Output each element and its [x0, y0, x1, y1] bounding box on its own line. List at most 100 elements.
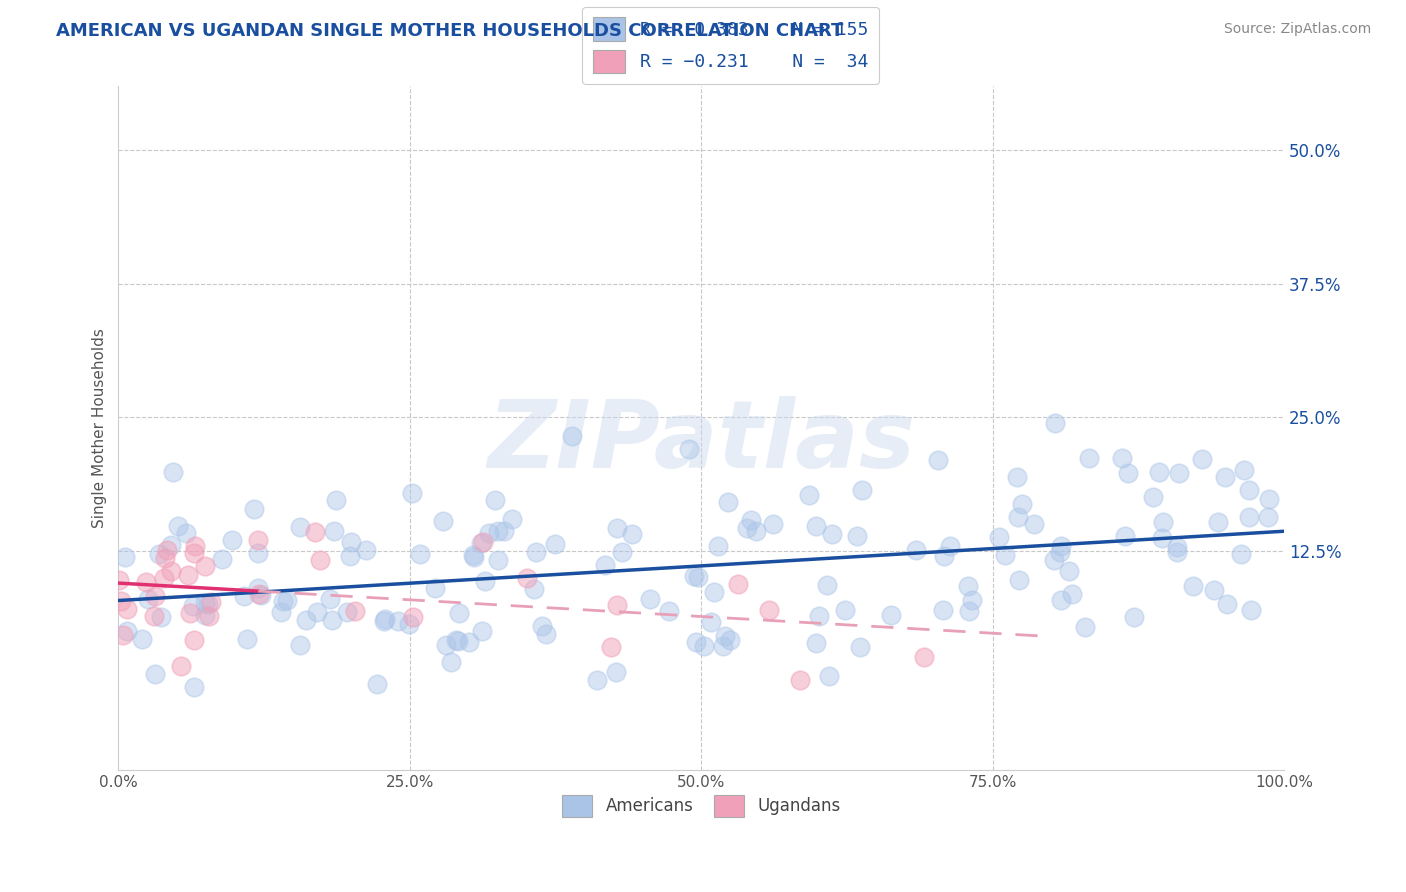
Point — [845, 529, 868, 543]
Point — [319, 592, 342, 607]
Point — [307, 605, 329, 619]
Point — [1057, 564, 1080, 578]
Point — [325, 492, 347, 507]
Point — [1229, 547, 1251, 561]
Point — [184, 539, 207, 553]
Point — [806, 519, 828, 533]
Point — [1166, 540, 1188, 554]
Point — [524, 545, 547, 559]
Legend: Americans, Ugandans: Americans, Ugandans — [555, 789, 846, 823]
Point — [1206, 515, 1229, 529]
Point — [1123, 609, 1146, 624]
Point — [593, 558, 616, 572]
Point — [494, 524, 516, 539]
Point — [374, 612, 396, 626]
Point — [458, 634, 481, 648]
Point — [373, 614, 395, 628]
Point — [610, 545, 633, 559]
Point — [336, 605, 359, 619]
Point — [153, 571, 176, 585]
Point — [711, 640, 734, 654]
Point — [1237, 510, 1260, 524]
Point — [1182, 579, 1205, 593]
Point — [1166, 545, 1188, 559]
Point — [683, 569, 706, 583]
Point — [183, 546, 205, 560]
Point — [1142, 491, 1164, 505]
Point — [177, 568, 200, 582]
Point — [270, 605, 292, 619]
Point — [290, 639, 312, 653]
Point — [211, 552, 233, 566]
Point — [740, 513, 762, 527]
Point — [703, 585, 725, 599]
Point — [1213, 470, 1236, 484]
Point — [321, 613, 343, 627]
Point — [156, 542, 179, 557]
Point — [758, 603, 780, 617]
Point — [1111, 451, 1133, 466]
Point — [1042, 553, 1064, 567]
Point — [474, 574, 496, 588]
Point — [1191, 451, 1213, 466]
Point — [153, 551, 176, 566]
Point — [354, 543, 377, 558]
Point — [242, 502, 264, 516]
Point — [472, 535, 495, 549]
Point — [233, 589, 256, 603]
Point — [447, 606, 470, 620]
Point — [387, 614, 409, 628]
Point — [1257, 510, 1279, 524]
Point — [586, 673, 609, 687]
Point — [700, 615, 723, 629]
Point — [1008, 573, 1031, 587]
Point — [1049, 539, 1071, 553]
Point — [727, 576, 749, 591]
Point — [1202, 582, 1225, 597]
Point — [108, 573, 131, 587]
Point — [194, 559, 217, 574]
Point — [160, 564, 183, 578]
Point — [486, 524, 509, 539]
Point — [606, 598, 628, 612]
Point — [135, 575, 157, 590]
Point — [463, 550, 485, 565]
Point — [1237, 483, 1260, 498]
Point — [606, 521, 628, 535]
Point — [142, 609, 165, 624]
Point — [304, 524, 326, 539]
Point — [423, 581, 446, 595]
Point — [1073, 620, 1095, 634]
Point — [486, 553, 509, 567]
Point — [131, 632, 153, 646]
Point — [247, 533, 270, 547]
Point — [1167, 466, 1189, 480]
Point — [402, 610, 425, 624]
Point — [789, 673, 811, 688]
Point — [1022, 517, 1045, 532]
Point — [174, 526, 197, 541]
Point — [339, 549, 361, 564]
Point — [1152, 515, 1174, 529]
Point — [148, 547, 170, 561]
Point — [235, 632, 257, 647]
Point — [183, 680, 205, 694]
Point — [658, 604, 681, 618]
Point — [957, 603, 980, 617]
Point — [1049, 545, 1071, 559]
Point — [1114, 529, 1136, 543]
Point — [927, 453, 949, 467]
Point — [470, 536, 492, 550]
Point — [685, 635, 707, 649]
Point — [183, 633, 205, 648]
Point — [484, 492, 506, 507]
Point — [434, 638, 457, 652]
Point — [401, 486, 423, 500]
Point — [290, 520, 312, 534]
Point — [366, 677, 388, 691]
Point — [198, 609, 221, 624]
Point — [471, 624, 494, 638]
Point — [398, 616, 420, 631]
Point — [409, 547, 432, 561]
Point — [994, 548, 1017, 562]
